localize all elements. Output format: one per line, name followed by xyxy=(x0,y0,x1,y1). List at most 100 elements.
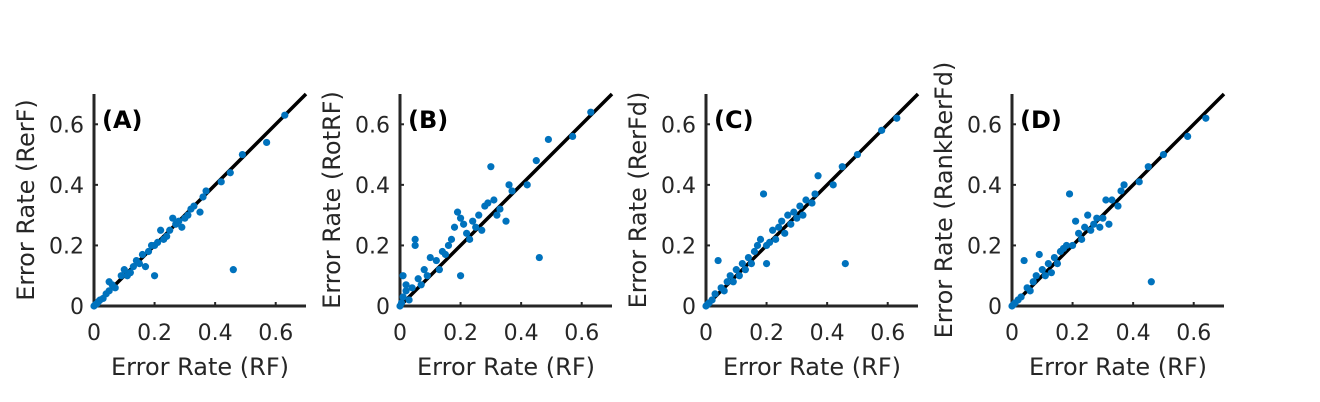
scatter-point xyxy=(399,293,407,301)
scatter-point xyxy=(199,193,207,201)
scatter-point xyxy=(135,260,144,268)
scatter-point xyxy=(190,202,198,210)
scatter-point xyxy=(714,256,722,265)
x-tick-label: 0.2 xyxy=(137,321,172,346)
scatter-point xyxy=(723,278,731,286)
scatter-point xyxy=(1062,241,1071,250)
scatter-point xyxy=(769,226,777,234)
scatter-point xyxy=(184,211,192,219)
scatter-point xyxy=(397,299,406,307)
scatter-point xyxy=(1038,266,1046,274)
scatter-point xyxy=(138,250,147,259)
scatter-point xyxy=(484,199,492,207)
scatter-point xyxy=(420,266,428,274)
scatter-point xyxy=(1114,202,1122,210)
y-tick-label: 0.2 xyxy=(355,234,390,259)
scatter-point xyxy=(1099,214,1107,222)
scatter-point xyxy=(829,181,837,189)
y-tick-label: 0.4 xyxy=(49,174,84,199)
scatter-point xyxy=(157,226,165,234)
scatter-point xyxy=(399,272,407,280)
y-tick-label: 0.6 xyxy=(49,113,84,138)
scatter-point xyxy=(1026,287,1034,295)
scatter-point xyxy=(759,190,768,198)
x-axis-label: Error Rate (RF) xyxy=(723,353,901,381)
scatter-point xyxy=(1102,196,1110,204)
y-tick-label: 0.2 xyxy=(661,234,696,259)
scatter-point xyxy=(435,266,443,274)
y-tick-label: 0.4 xyxy=(355,174,390,199)
scatter-point xyxy=(1020,256,1028,265)
scatter-point xyxy=(720,287,728,295)
scatter-point xyxy=(229,266,237,274)
panel-letter: (D) xyxy=(1020,106,1062,134)
scatter-point xyxy=(411,235,419,243)
scatter-point xyxy=(711,290,719,298)
scatter-point xyxy=(802,196,810,204)
identity-line xyxy=(1010,92,1226,308)
scatter-point xyxy=(1087,226,1095,234)
scatter-point xyxy=(414,275,422,283)
x-tick-label: 0 xyxy=(87,321,101,346)
scatter-point xyxy=(796,202,804,210)
panel-d: 0 0.2 0.4 0.6 0 0.2 0.4 0.6 Error Rate (RF) Error… xyxy=(930,62,1226,381)
y-tick-label: 0 xyxy=(376,295,390,320)
scatter-point xyxy=(441,250,450,259)
x-tick-label: 0.4 xyxy=(504,321,539,346)
scatter-point xyxy=(502,217,510,225)
y-tick-label: 0 xyxy=(70,295,84,320)
scatter-point xyxy=(535,253,543,262)
scatter-point xyxy=(1029,278,1037,286)
x-tick-label: 0 xyxy=(699,321,713,346)
scatter-point xyxy=(1072,217,1080,225)
scatter-point xyxy=(460,220,468,228)
scatter-point xyxy=(878,126,886,134)
scatter-point xyxy=(1078,235,1086,243)
scatter-point xyxy=(487,163,495,171)
scatter-point xyxy=(169,214,177,222)
y-tick-label: 0 xyxy=(988,295,1002,320)
y-tick-label: 0.6 xyxy=(967,113,1002,138)
scatter-point xyxy=(1147,278,1155,286)
scatter-point xyxy=(402,281,410,289)
scatter-point xyxy=(417,281,425,289)
scatter-point xyxy=(784,211,792,219)
scatter-point xyxy=(1032,272,1040,280)
scatter-point xyxy=(1108,196,1116,204)
scatter-point xyxy=(447,235,456,243)
scatter-point xyxy=(126,269,134,277)
scatter-point xyxy=(750,247,759,256)
x-axis-label: Error Rate (RF) xyxy=(111,353,289,381)
scatter-point xyxy=(456,272,465,280)
scatter-point xyxy=(120,266,128,274)
scatter-point xyxy=(178,223,186,231)
scatter-point xyxy=(735,272,743,280)
scatter-point xyxy=(726,272,734,280)
y-axis-label: Error Rate (RerF) xyxy=(12,99,40,301)
scatter-point xyxy=(129,263,137,271)
scatter-point xyxy=(405,296,413,304)
y-tick-label: 0 xyxy=(682,295,696,320)
x-tick-label: 0.4 xyxy=(198,321,233,346)
x-tick-label: 0.2 xyxy=(1055,321,1090,346)
scatter-point xyxy=(1081,223,1089,231)
scatter-point xyxy=(766,238,774,246)
scatter-point xyxy=(781,229,789,237)
scatter-point xyxy=(744,253,753,262)
scatter-point xyxy=(1084,211,1092,219)
scatter-point xyxy=(263,138,271,147)
scatter-point xyxy=(775,223,783,231)
scatter-point xyxy=(841,260,849,268)
scatter-point xyxy=(747,260,756,268)
scatter-point xyxy=(402,287,410,295)
scatter-point xyxy=(411,241,419,250)
scatter-point xyxy=(738,260,746,268)
panel-letter: (A) xyxy=(102,106,143,134)
x-tick-label: 0.6 xyxy=(258,321,293,346)
scatter-point xyxy=(811,190,819,198)
scatter-point xyxy=(790,208,798,216)
scatter-point xyxy=(1184,132,1192,140)
y-tick-label: 0.6 xyxy=(355,113,390,138)
scatter-point xyxy=(505,181,513,189)
